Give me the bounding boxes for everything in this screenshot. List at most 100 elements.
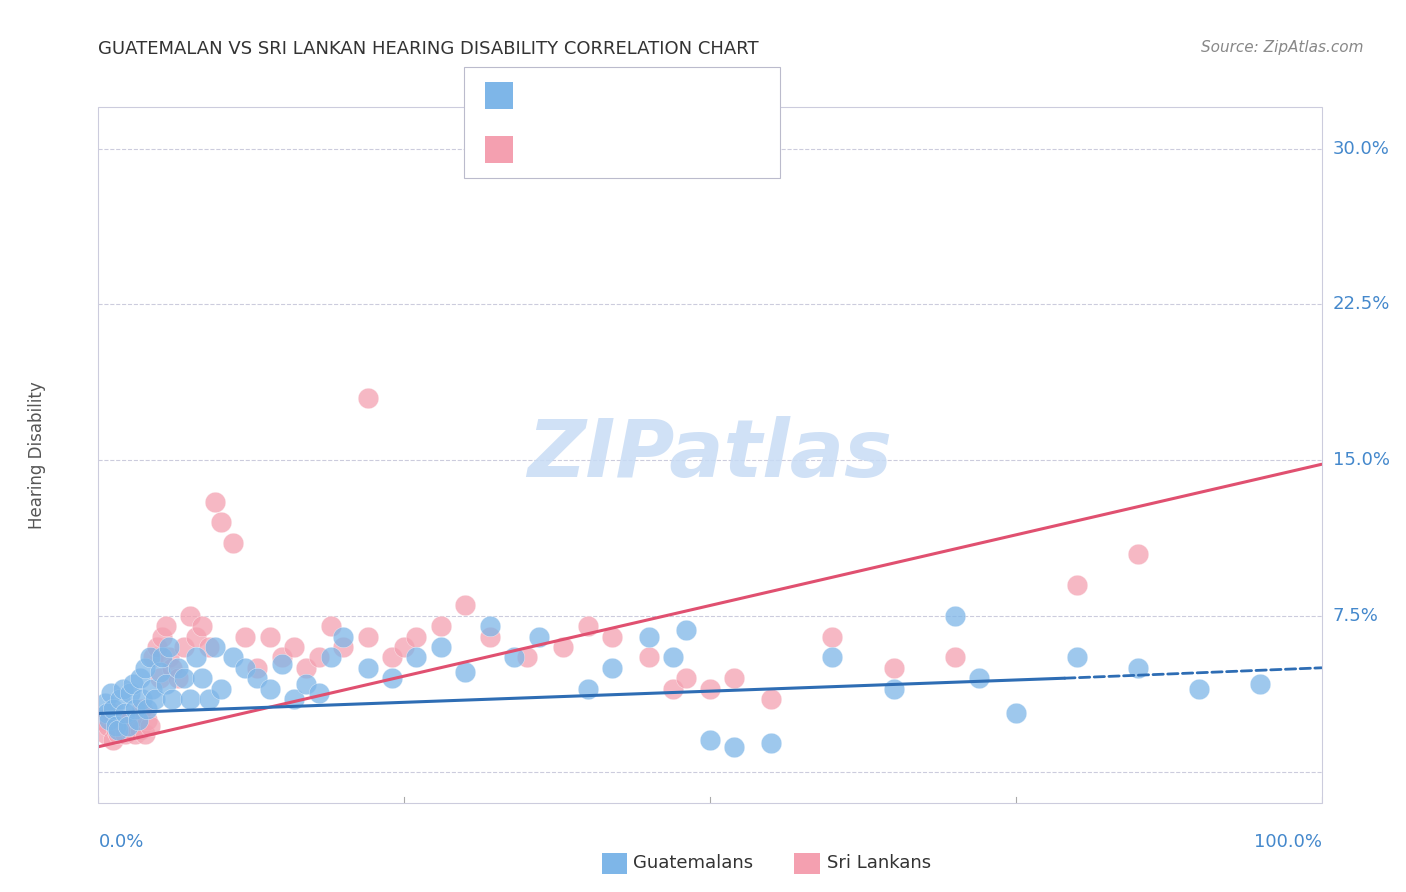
Point bbox=[209, 681, 232, 696]
Text: ZIPatlas: ZIPatlas bbox=[527, 416, 893, 494]
Point bbox=[129, 671, 152, 685]
Point bbox=[110, 692, 132, 706]
Text: Guatemalans: Guatemalans bbox=[633, 855, 752, 872]
Point bbox=[356, 391, 378, 405]
Point bbox=[94, 727, 117, 741]
Point bbox=[699, 733, 721, 747]
Point bbox=[97, 719, 120, 733]
Point bbox=[157, 640, 180, 654]
Point bbox=[222, 536, 245, 550]
Point bbox=[155, 677, 177, 691]
Point bbox=[1128, 661, 1150, 675]
Point bbox=[308, 686, 330, 700]
Point bbox=[111, 681, 134, 696]
Point bbox=[883, 661, 905, 675]
Point bbox=[943, 608, 966, 623]
Point bbox=[723, 671, 745, 685]
Point bbox=[136, 713, 159, 727]
Point bbox=[179, 692, 201, 706]
Point bbox=[1066, 578, 1088, 592]
Point bbox=[131, 692, 153, 706]
Point bbox=[527, 630, 550, 644]
Point bbox=[381, 671, 404, 685]
Point bbox=[114, 727, 136, 741]
Point bbox=[319, 619, 342, 633]
Point bbox=[150, 650, 173, 665]
Point bbox=[173, 671, 195, 685]
Point bbox=[91, 713, 114, 727]
Point bbox=[233, 661, 256, 675]
Point bbox=[392, 640, 416, 654]
Point bbox=[110, 713, 132, 727]
Point bbox=[101, 733, 124, 747]
Point bbox=[761, 735, 783, 749]
Text: 22.5%: 22.5% bbox=[1333, 295, 1391, 313]
Point bbox=[146, 640, 169, 654]
Point bbox=[553, 640, 575, 654]
Point bbox=[356, 630, 378, 644]
Point bbox=[186, 650, 208, 665]
Point bbox=[821, 650, 844, 665]
Point bbox=[478, 619, 501, 633]
Text: 100.0%: 100.0% bbox=[1254, 833, 1322, 851]
Point bbox=[319, 650, 342, 665]
Point bbox=[332, 630, 354, 644]
Point bbox=[662, 681, 685, 696]
Point bbox=[143, 692, 166, 706]
Point bbox=[204, 640, 226, 654]
Point bbox=[761, 692, 783, 706]
Text: 7.5%: 7.5% bbox=[1333, 607, 1379, 625]
Point bbox=[1188, 681, 1211, 696]
Point bbox=[576, 619, 599, 633]
Point bbox=[259, 681, 281, 696]
Point bbox=[943, 650, 966, 665]
Point bbox=[100, 686, 122, 700]
Point bbox=[405, 650, 427, 665]
Point bbox=[160, 661, 183, 675]
Point bbox=[129, 723, 152, 738]
Point bbox=[104, 723, 127, 738]
Text: 0.0%: 0.0% bbox=[98, 833, 143, 851]
Point bbox=[111, 719, 134, 733]
Point bbox=[1249, 677, 1271, 691]
Text: GUATEMALAN VS SRI LANKAN HEARING DISABILITY CORRELATION CHART: GUATEMALAN VS SRI LANKAN HEARING DISABIL… bbox=[98, 40, 759, 58]
Point bbox=[117, 719, 139, 733]
Point bbox=[142, 650, 165, 665]
Point bbox=[134, 661, 156, 675]
Point bbox=[139, 650, 162, 665]
Point bbox=[179, 608, 201, 623]
Point bbox=[141, 681, 163, 696]
Point bbox=[675, 671, 697, 685]
Point bbox=[124, 727, 146, 741]
Point bbox=[107, 727, 129, 741]
Point bbox=[430, 619, 453, 633]
Text: Hearing Disability: Hearing Disability bbox=[28, 381, 46, 529]
Point bbox=[136, 702, 159, 716]
Point bbox=[98, 713, 121, 727]
Point bbox=[121, 719, 143, 733]
Point bbox=[173, 640, 195, 654]
Point bbox=[405, 630, 427, 644]
Point bbox=[270, 657, 294, 671]
Point bbox=[600, 661, 623, 675]
Point bbox=[259, 630, 281, 644]
Point bbox=[295, 677, 318, 691]
Point bbox=[1004, 706, 1026, 721]
Point bbox=[222, 650, 245, 665]
Point bbox=[121, 677, 143, 691]
Point bbox=[96, 706, 118, 721]
Text: 15.0%: 15.0% bbox=[1333, 451, 1389, 469]
Point bbox=[93, 696, 115, 710]
Point bbox=[149, 665, 172, 679]
Point bbox=[134, 727, 156, 741]
Point bbox=[104, 719, 127, 733]
Point bbox=[127, 713, 149, 727]
Point bbox=[662, 650, 685, 665]
Point bbox=[204, 494, 226, 508]
Point bbox=[1128, 547, 1150, 561]
Point bbox=[883, 681, 905, 696]
Point bbox=[454, 599, 477, 613]
Point bbox=[270, 650, 294, 665]
Text: R =  0.181   N = 71: R = 0.181 N = 71 bbox=[527, 87, 703, 104]
Point bbox=[283, 640, 305, 654]
